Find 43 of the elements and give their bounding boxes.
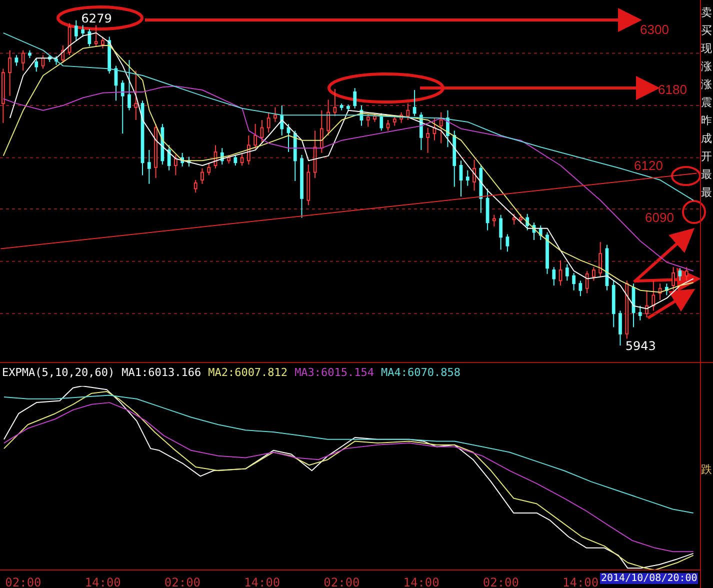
text: 涨 [701,60,712,73]
text: 跌 [701,462,712,477]
x-tick-label: 14:00 [403,576,440,588]
text: MA4:6070.858 [381,366,461,379]
x-tick-label: 14:00 [244,576,280,588]
x-tick-label: 02:00 [164,576,201,588]
text: MA2:6007.812 [208,366,288,379]
x-tick-label: 14:00 [84,576,121,588]
text: 买 [701,24,712,37]
text: 涨 [701,78,712,91]
text: 2014/10/08/20:00 [600,573,698,584]
candlestick [452,130,456,188]
candlestick [160,123,164,166]
text: 成 [701,132,712,145]
text: 昨 [701,114,712,127]
series-label: MA1:6013.166 [122,366,202,379]
text: 卖 [701,6,712,19]
text: MA3:6015.154 [294,366,374,379]
text: 震 [701,96,712,109]
annotation: 6279 [81,12,112,26]
x-tick-label: 02:00 [482,576,520,588]
x-tick-label: 14:00 [562,576,599,588]
x-tick-label: 02:00 [324,576,360,588]
candlestick [134,70,138,121]
candlestick [200,168,204,184]
text: 最 [701,168,712,181]
candlestick [459,160,463,197]
text: 现 [701,42,712,55]
annotation: 6300 [640,22,669,37]
candlestick [645,290,648,318]
candlestick [8,50,12,96]
annotation: 6180 [658,82,687,97]
text: 开 [701,150,712,163]
annotation: 6090 [645,210,674,225]
candlestick [558,260,562,286]
x-tick-label: 02:00 [5,576,42,588]
candlestick [472,159,476,192]
annotation: 6120 [634,158,663,173]
chart-title: EXPMA(5,10,20,60) [2,366,115,379]
candlestick [320,110,324,154]
candlestick [147,150,151,184]
annotation: 5943 [625,338,656,353]
text: 最 [701,186,712,199]
